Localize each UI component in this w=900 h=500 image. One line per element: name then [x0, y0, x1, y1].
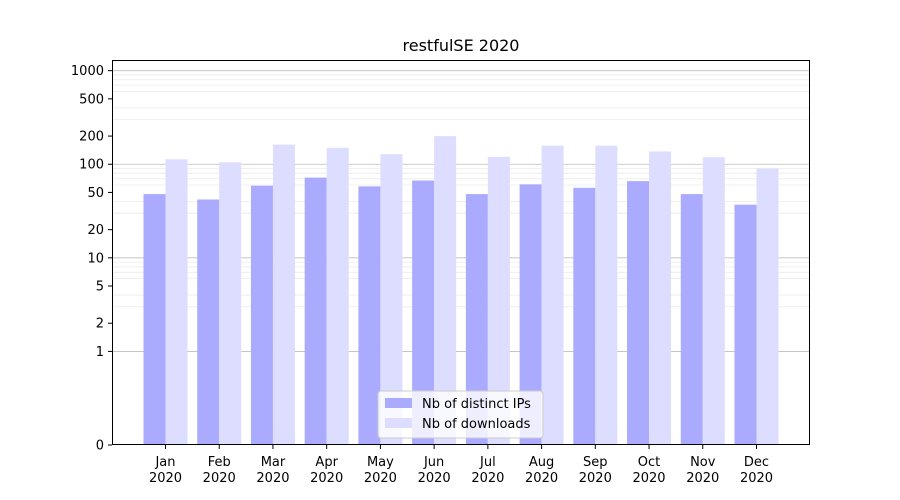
x-tick-label: Jan 2020	[149, 455, 182, 486]
x-tick-label: Apr 2020	[310, 455, 343, 486]
legend-box	[377, 390, 544, 439]
bar-downloads	[487, 156, 510, 446]
y-tick-label: 100	[79, 158, 104, 173]
bar-distinct-ips	[143, 194, 166, 445]
legend-label: Nb of distinct IPs	[422, 397, 531, 412]
x-tick-label: Oct 2020	[632, 455, 665, 486]
x-axis: Jan 2020 Feb 2020 Mar 2020 Apr 2020 May 2020 Jun 20…	[149, 445, 773, 486]
x-tick-label: Jul 2020	[471, 455, 504, 486]
bar-downloads	[595, 145, 618, 445]
x-tick-label: May 2020	[364, 455, 397, 486]
y-tick-label: 2	[96, 317, 104, 332]
y-tick-label: 500	[79, 92, 104, 107]
bars	[143, 136, 779, 446]
legend: Nb of distinct IPs Nb of downloads	[377, 390, 544, 439]
x-tick-label: Nov 2020	[686, 455, 719, 486]
y-tick-label: 20	[87, 223, 104, 238]
bar-distinct-ips	[519, 184, 542, 445]
bar-downloads	[380, 154, 403, 446]
y-tick-label: 1000	[71, 64, 104, 79]
y-tick-label: 10	[87, 251, 104, 266]
bar-distinct-ips	[304, 177, 327, 446]
y-tick-label: 0	[96, 439, 104, 454]
bar-downloads	[165, 159, 188, 446]
bar-distinct-ips	[250, 185, 273, 446]
y-tick-label: 1	[96, 345, 104, 360]
x-tick-label: Sep 2020	[579, 455, 612, 486]
x-tick-label: Dec 2020	[740, 455, 773, 486]
bar-distinct-ips	[197, 199, 220, 445]
y-tick-label: 200	[79, 130, 104, 145]
bar-downloads	[219, 162, 242, 446]
bar-downloads	[434, 136, 457, 446]
x-tick-label: Aug 2020	[525, 455, 558, 486]
legend-swatch	[385, 418, 412, 428]
bar-downloads	[756, 168, 779, 445]
bar-distinct-ips	[412, 180, 435, 446]
x-tick-label: Feb 2020	[203, 455, 236, 486]
plot-frame	[112, 60, 810, 445]
y-tick-label: 5	[96, 280, 104, 295]
bar-downloads	[649, 151, 672, 446]
bar-distinct-ips	[627, 181, 650, 445]
bar-distinct-ips	[734, 204, 757, 445]
bar-downloads	[272, 144, 295, 445]
legend-label: Nb of downloads	[422, 417, 531, 432]
bar-downloads	[541, 145, 564, 445]
bar-distinct-ips	[573, 187, 596, 445]
y-axis: 0 1 2 5 10 20 50 100 200 500 1000	[71, 64, 112, 454]
y-tick-label: 50	[87, 186, 104, 201]
chart-title: restfulSE 2020	[403, 36, 520, 55]
bar-distinct-ips	[465, 194, 488, 445]
x-tick-label: Jun 2020	[418, 455, 451, 486]
bar-downloads	[326, 147, 349, 445]
bar-distinct-ips	[680, 194, 703, 445]
legend-swatch	[385, 398, 412, 408]
x-tick-label: Mar 2020	[256, 455, 289, 486]
bar-downloads	[702, 157, 725, 445]
bar-distinct-ips	[358, 186, 381, 445]
